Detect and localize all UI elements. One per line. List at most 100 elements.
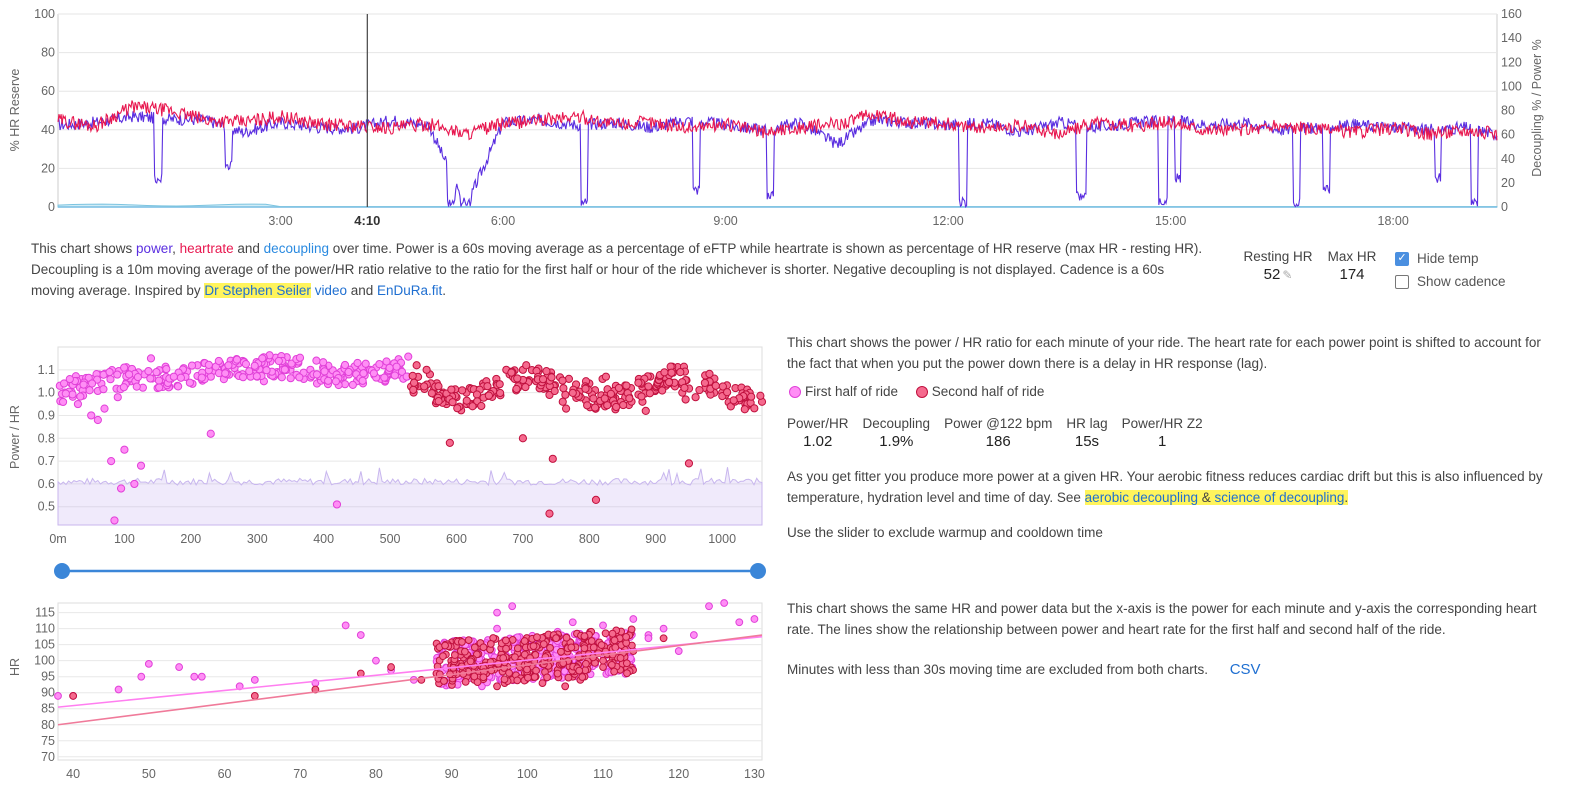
data-point [522, 361, 531, 370]
data-point [523, 665, 531, 674]
second-half-dot-icon [915, 386, 928, 398]
range-slider[interactable] [0, 558, 775, 584]
resting-hr-setting[interactable]: Resting HR 52 ✎ [1240, 249, 1316, 283]
data-point [644, 634, 653, 643]
data-point [505, 669, 513, 677]
data-point [513, 374, 522, 383]
data-point [470, 672, 479, 681]
data-point [562, 633, 571, 642]
data-point [720, 599, 729, 607]
data-point [507, 368, 516, 377]
data-point [224, 361, 233, 370]
data-point [324, 376, 333, 385]
data-point [69, 692, 78, 700]
data-point [470, 643, 479, 652]
data-point [623, 669, 631, 678]
data-point [458, 638, 466, 646]
slider-start-handle[interactable] [54, 563, 70, 579]
power-hr-ratio-chart[interactable]: Power / HR 0.5 0.6 0.7 0.8 0.9 1.0 1.1 0m 100 20… [0, 335, 775, 550]
y-tick-label: 90 [41, 686, 55, 700]
data-point [538, 679, 547, 688]
data-point [533, 633, 541, 642]
data-point [176, 373, 185, 382]
data-point [740, 405, 749, 414]
data-point [221, 369, 230, 378]
data-point [493, 608, 501, 617]
data-point [146, 354, 156, 363]
csv-link[interactable]: CSV [1229, 661, 1261, 678]
data-point [695, 385, 704, 395]
x-tick-label: 500 [380, 532, 401, 546]
stat-power-hr: Power/HR 1.02 [787, 416, 849, 450]
x-tick-label: 100 [114, 532, 135, 546]
data-point [120, 445, 129, 454]
data-point [462, 396, 471, 405]
data-point [464, 636, 473, 645]
data-point [512, 384, 521, 394]
unchecked-box-icon[interactable] [1395, 274, 1409, 289]
x-tick-label: 110 [593, 767, 613, 781]
data-point [552, 634, 560, 643]
data-point [197, 672, 206, 681]
data-point [458, 386, 467, 395]
data-point [404, 352, 413, 361]
x-tick-label: 12:00 [932, 214, 963, 228]
data-point [185, 378, 194, 387]
slider-end-handle[interactable] [750, 563, 766, 579]
x-tick-label: 400 [313, 532, 334, 546]
pencil-icon[interactable]: ✎ [1282, 268, 1293, 282]
endura-link[interactable]: EnDuRa.fit [377, 283, 443, 298]
data-point [568, 388, 577, 397]
data-point [599, 656, 607, 665]
time-cursor-label: 4:10 [354, 213, 380, 228]
x-tick-label: 50 [142, 767, 156, 781]
data-point [756, 391, 765, 400]
data-point [409, 385, 418, 394]
hr-background-area [57, 467, 763, 526]
data-point [61, 389, 70, 398]
data-point [439, 652, 447, 661]
data-point [619, 400, 628, 410]
data-point [580, 632, 589, 641]
y-right-tick-label: 40 [1501, 152, 1515, 166]
y-left-tick-label: 40 [41, 123, 55, 137]
data-point [214, 356, 223, 366]
first-half-legend[interactable]: First half of ride [789, 384, 902, 399]
data-point [152, 368, 161, 377]
data-point [513, 644, 522, 653]
data-point [747, 392, 756, 401]
data-point [486, 640, 495, 648]
data-point [85, 386, 94, 395]
data-point [567, 643, 576, 652]
checkmark-icon[interactable]: ✓ [1395, 251, 1409, 266]
data-point [295, 373, 304, 382]
data-point [206, 429, 215, 438]
data-point [274, 356, 283, 366]
data-point [106, 375, 115, 384]
data-point [634, 378, 643, 387]
show-cadence-checkbox[interactable]: Show cadence [1395, 274, 1506, 289]
second-half-legend[interactable]: Second half of ride [915, 384, 1044, 399]
data-point [508, 602, 517, 611]
time-series-chart[interactable]: % HR Reserve Decoupling % / Power % 0 20 4… [0, 0, 1586, 232]
exclusion-note: Minutes with less than 30s moving time a… [787, 661, 1261, 678]
data-point [332, 500, 342, 509]
data-point [340, 360, 350, 370]
data-point [375, 360, 384, 369]
data-point [543, 673, 551, 682]
video-link[interactable]: video [314, 283, 347, 298]
hr-vs-power-scatter[interactable]: HR 70 75 80 85 90 95 100 105 110 115 40 50 60 70 80 90… [0, 595, 775, 795]
hide-temp-checkbox[interactable]: ✓ Hide temp [1395, 251, 1479, 266]
science-of-decoupling-link[interactable]: science of decoupling [1214, 490, 1345, 505]
data-point [93, 415, 102, 425]
y-right-tick-label: 0 [1501, 200, 1508, 214]
data-point [541, 653, 550, 661]
data-point [575, 666, 584, 675]
aerobic-decoupling-link[interactable]: aerobic decoupling [1084, 490, 1199, 505]
data-point [113, 393, 122, 402]
data-point [440, 677, 448, 685]
seiler-link[interactable]: Dr Stephen Seiler [204, 283, 311, 298]
data-point [434, 397, 443, 406]
data-point [645, 389, 654, 398]
data-point [353, 358, 362, 368]
